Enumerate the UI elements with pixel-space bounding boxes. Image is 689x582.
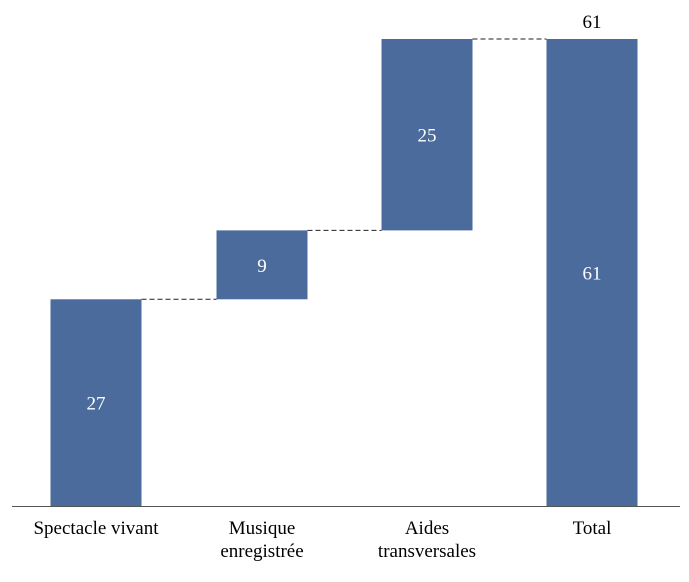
data-label: 61 xyxy=(583,264,602,285)
x-tick-label: Musique xyxy=(229,518,296,539)
x-tick-label: Aides xyxy=(405,518,449,539)
total-label: 61 xyxy=(583,12,602,33)
data-label: 25 xyxy=(418,126,437,147)
x-tick-label: enregistrée xyxy=(220,541,303,562)
data-label: 27 xyxy=(87,394,106,415)
bar xyxy=(216,230,308,300)
bar xyxy=(50,299,142,506)
x-tick-label: transversales xyxy=(378,541,476,562)
data-label: 9 xyxy=(257,256,267,277)
x-tick-label: Spectacle vivant xyxy=(33,518,159,539)
bar xyxy=(546,39,638,506)
x-tick-label: Total xyxy=(573,518,612,539)
bar xyxy=(381,39,473,231)
